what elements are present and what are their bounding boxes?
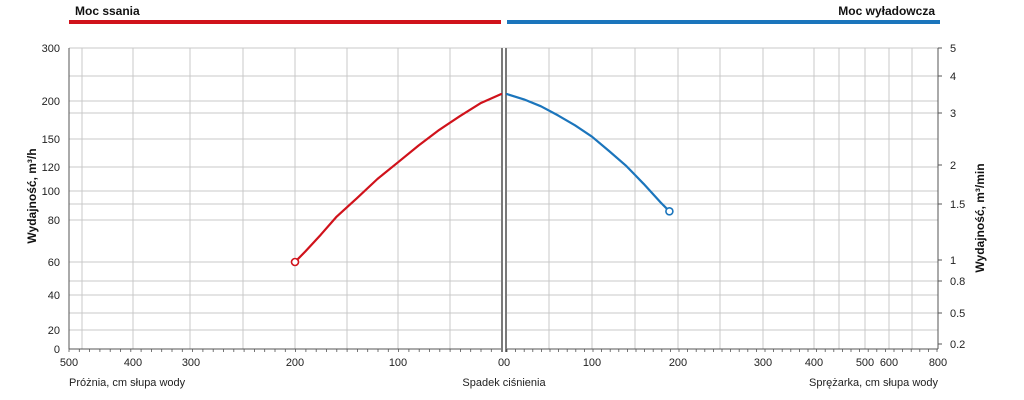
y-tick-label-left: 60 bbox=[48, 257, 60, 269]
series-line-discharge bbox=[505, 93, 671, 213]
x-axis-title-right: Sprężarka, cm słupa wody bbox=[809, 377, 938, 389]
y-tick-label-right: 3 bbox=[950, 108, 956, 120]
y-tick-label-left: 300 bbox=[42, 43, 60, 55]
header-bar-right bbox=[507, 20, 940, 24]
series-end-marker-suction bbox=[290, 257, 300, 267]
y-tick-label-left: 100 bbox=[42, 186, 60, 198]
y-tick-label-left: 20 bbox=[48, 325, 60, 337]
divider-gap bbox=[501, 48, 507, 352]
series-layer bbox=[290, 93, 674, 267]
x-tick-label-left: 400 bbox=[124, 357, 142, 369]
y-tick-label-right: 0.5 bbox=[950, 308, 965, 320]
x-tick-label-left: 0 bbox=[498, 357, 504, 369]
x-tick-label-right: 800 bbox=[929, 357, 947, 369]
x-tick-label-left: 500 bbox=[60, 357, 78, 369]
y-tick-label-left: 80 bbox=[48, 215, 60, 227]
y-axis-title-left: Wydajność, m³/h bbox=[25, 148, 39, 243]
header-label-right: Moc wyładowcza bbox=[838, 4, 935, 18]
y-tick-label-left: 0 bbox=[54, 344, 60, 356]
x-tick-label-right: 100 bbox=[583, 357, 601, 369]
y-tick-label-right: 4 bbox=[950, 71, 956, 83]
y-tick-label-left: 150 bbox=[42, 134, 60, 146]
tick-labels: 0204060801001201502003000.20.50.811.5234… bbox=[42, 43, 966, 369]
x-tick-label-right: 500 bbox=[856, 357, 874, 369]
y-tick-label-left: 40 bbox=[48, 290, 60, 302]
y-tick-label-right: 1 bbox=[950, 255, 956, 267]
y-tick-label-left: 120 bbox=[42, 162, 60, 174]
axes bbox=[68, 47, 942, 352]
header-label-left: Moc ssania bbox=[75, 4, 140, 18]
y-axis-title-right: Wydajność, m³/min bbox=[973, 163, 987, 272]
series-end-marker-discharge bbox=[665, 207, 674, 216]
x-tick-label-right: 0 bbox=[504, 357, 510, 369]
y-tick-label-right: 0.2 bbox=[950, 339, 965, 351]
x-tick-label-left: 100 bbox=[389, 357, 407, 369]
x-tick-label-right: 400 bbox=[805, 357, 823, 369]
x-axis-title-left: Próżnia, cm słupa wody bbox=[69, 377, 186, 389]
y-tick-label-left: 200 bbox=[42, 96, 60, 108]
y-tick-label-right: 5 bbox=[950, 43, 956, 55]
x-tick-label-right: 600 bbox=[880, 357, 898, 369]
series-line-suction bbox=[293, 93, 503, 264]
x-tick-label-right: 300 bbox=[754, 357, 772, 369]
x-tick-label-right: 200 bbox=[669, 357, 687, 369]
x-tick-label-left: 200 bbox=[286, 357, 304, 369]
header: Moc ssania Moc wyładowcza bbox=[69, 4, 940, 24]
x-tick-label-left: 300 bbox=[182, 357, 200, 369]
header-bar-left bbox=[69, 20, 501, 24]
y-tick-label-right: 2 bbox=[950, 160, 956, 172]
x-axis-title-center: Spadek ciśnienia bbox=[462, 377, 546, 389]
y-tick-label-right: 0.8 bbox=[950, 276, 965, 288]
y-tick-label-right: 1.5 bbox=[950, 199, 965, 211]
